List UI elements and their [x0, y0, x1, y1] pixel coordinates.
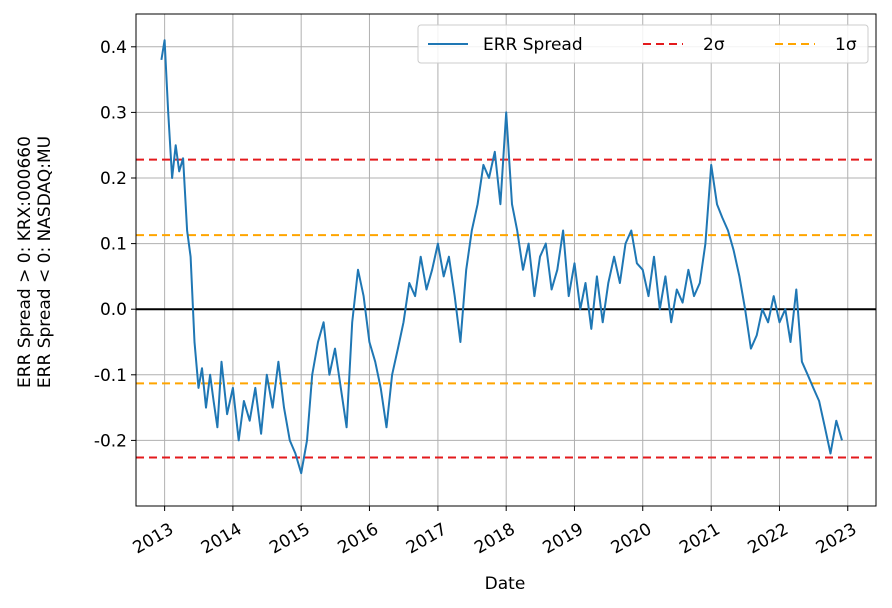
legend-label-2sigma: 2σ: [703, 35, 725, 55]
y-tick-label: 0.2: [100, 169, 127, 189]
y-ticks: 0.4 0.3 0.2 0.1 0.0 -0.1 -0.2: [94, 38, 136, 451]
y-tick-label: 0.1: [100, 235, 127, 255]
legend: ERR Spread 2σ 1σ: [417, 24, 869, 64]
series-line-err-spread: [160, 39, 843, 475]
series-group: [160, 39, 843, 475]
y-tick-label: 0.0: [100, 300, 127, 320]
y-tick-label: -0.2: [94, 431, 127, 451]
x-axis-title: Date: [485, 574, 526, 594]
reference-lines: [136, 158, 876, 459]
y-tick-label: 0.4: [100, 38, 127, 58]
y-tick-label: -0.1: [94, 366, 127, 386]
y-tick-label: 0.3: [100, 103, 127, 123]
y-axis-title-line-1: ERR Spread > 0: KRX:000660: [15, 136, 35, 388]
legend-label-err-spread: ERR Spread: [483, 35, 583, 55]
legend-label-1sigma: 1σ: [835, 35, 857, 55]
y-axis-title-line-2: ERR Spread < 0: NASDAQ:MU: [35, 136, 55, 388]
